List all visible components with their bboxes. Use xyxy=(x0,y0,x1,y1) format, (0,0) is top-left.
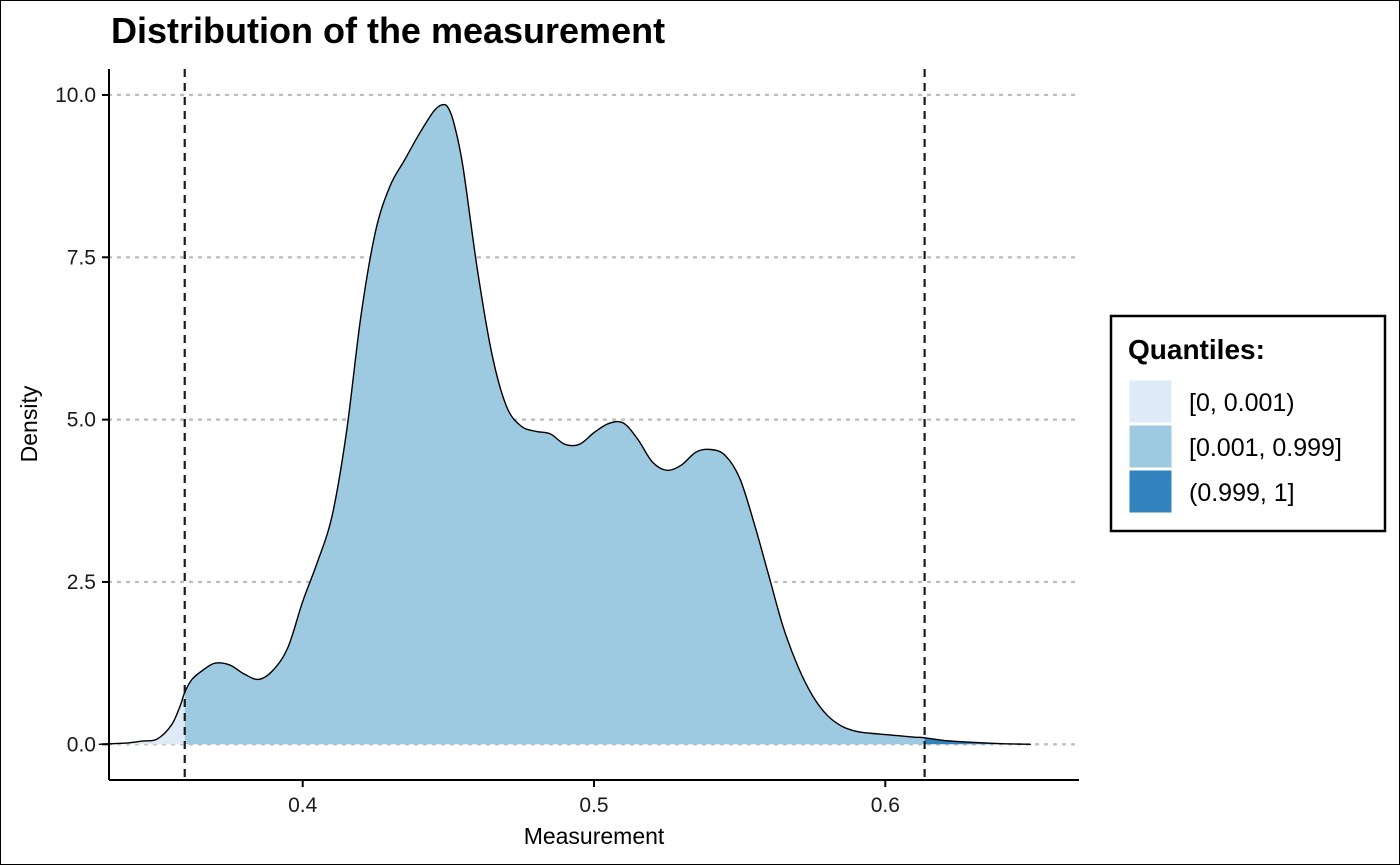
legend-label: (0.999, 1] xyxy=(1189,479,1295,507)
legend-swatch xyxy=(1128,469,1173,514)
legend-label: [0.001, 0.999] xyxy=(1189,434,1342,462)
x-axis-title: Measurement xyxy=(524,823,665,849)
x-tick-label: 0.4 xyxy=(288,794,318,817)
density-areas xyxy=(98,104,1031,745)
quantile-lines xyxy=(183,69,926,780)
y-tick-label: 0.0 xyxy=(67,733,96,756)
y-tick-label: 5.0 xyxy=(67,409,96,432)
y-tick-label: 10.0 xyxy=(55,84,96,107)
y-tick-label: 7.5 xyxy=(67,246,96,269)
legend: Quantiles: [0, 0.001) [0.001, 0.999] (0.99… xyxy=(1109,314,1387,533)
y-axis-title: Density xyxy=(16,385,42,462)
legend-title: Quantiles: xyxy=(1128,334,1265,365)
y-axis-ticks: 0.0 2.5 5.0 7.5 10.0 xyxy=(55,84,109,756)
legend-swatch xyxy=(1128,379,1173,424)
legend-label: [0, 0.001) xyxy=(1189,389,1295,417)
x-tick-label: 0.5 xyxy=(579,794,608,817)
x-axis-ticks: 0.4 0.5 0.6 xyxy=(288,780,900,817)
density-area-region xyxy=(924,737,1031,745)
density-area-region xyxy=(98,692,185,745)
legend-entries: [0, 0.001) [0.001, 0.999] (0.999, 1] xyxy=(1128,379,1342,514)
chart-title: Distribution of the measurement xyxy=(111,10,665,51)
x-tick-label: 0.6 xyxy=(871,794,900,817)
legend-swatch xyxy=(1128,424,1173,469)
density-area-region xyxy=(184,104,925,745)
density-curve xyxy=(98,103,1031,745)
y-tick-label: 2.5 xyxy=(67,571,96,594)
